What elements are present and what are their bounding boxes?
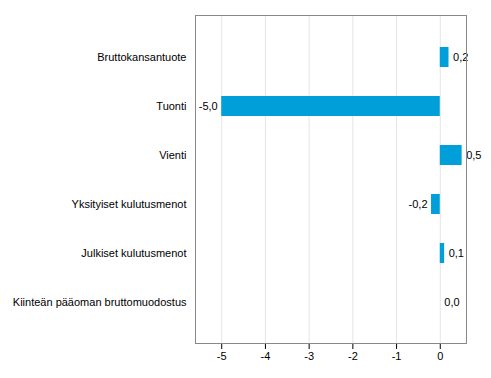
- svg-text:-2: -2: [348, 350, 358, 362]
- svg-text:0,0: 0,0: [444, 296, 459, 308]
- svg-text:-0,2: -0,2: [409, 198, 428, 210]
- svg-text:Bruttokansantuote: Bruttokansantuote: [97, 51, 186, 63]
- svg-text:-1: -1: [392, 350, 402, 362]
- svg-text:-4: -4: [261, 350, 271, 362]
- svg-text:0: 0: [437, 350, 443, 362]
- svg-text:Kiinteän pääoman bruttomuodost: Kiinteän pääoman bruttomuodostus: [13, 296, 187, 308]
- svg-text:-5: -5: [217, 350, 227, 362]
- svg-text:0,5: 0,5: [466, 149, 481, 161]
- svg-text:-3: -3: [304, 350, 314, 362]
- svg-text:0,2: 0,2: [453, 51, 469, 63]
- svg-text:Julkiset kulutusmenot: Julkiset kulutusmenot: [81, 247, 186, 259]
- svg-text:0,1: 0,1: [449, 247, 464, 259]
- svg-text:Yksityiset kulutusmenot: Yksityiset kulutusmenot: [72, 198, 187, 210]
- svg-text:Vienti: Vienti: [159, 149, 186, 161]
- svg-text:-5,0: -5,0: [199, 100, 218, 112]
- svg-text:Tuonti: Tuonti: [156, 100, 186, 112]
